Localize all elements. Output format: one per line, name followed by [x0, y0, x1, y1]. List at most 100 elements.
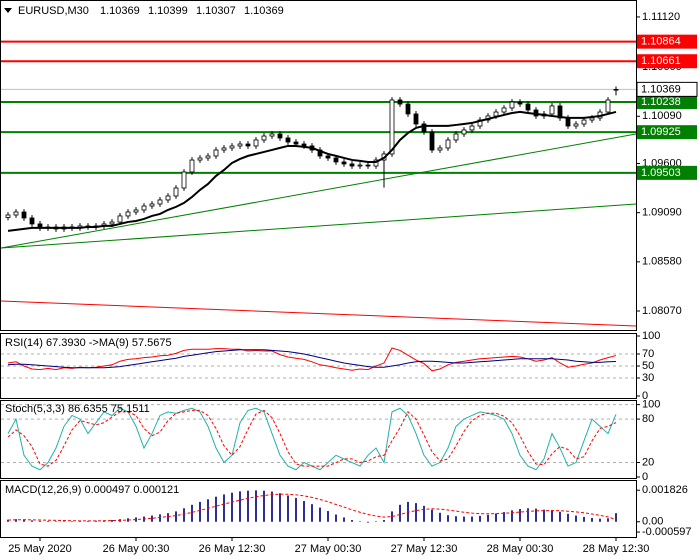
candle-body	[605, 99, 611, 113]
histogram-bar	[559, 511, 561, 522]
candle-body	[261, 135, 267, 141]
histogram-bar	[471, 516, 473, 522]
histogram-bar	[343, 517, 345, 522]
histogram-bar	[567, 513, 569, 522]
header-high: 1.10399	[148, 5, 188, 17]
candle-body	[589, 117, 595, 121]
trend-line	[0, 133, 637, 249]
histogram-bar	[495, 513, 497, 522]
signal-line	[7, 493, 617, 522]
symbol-title: EURUSD,M30	[18, 5, 89, 17]
candle-body	[349, 163, 355, 167]
histogram-bar	[535, 508, 537, 522]
histogram-bar	[415, 503, 417, 522]
histogram-bar	[279, 493, 281, 522]
candle-body	[557, 105, 563, 119]
candle-body	[141, 205, 147, 211]
histogram-bar	[231, 492, 233, 522]
y-tick-label: 0.00	[642, 516, 663, 528]
histogram-bar	[503, 512, 505, 522]
level-label: 1.10238	[641, 96, 681, 108]
candle-body	[445, 139, 451, 149]
histogram-bar	[287, 495, 289, 522]
candle-body	[109, 221, 115, 225]
histogram-bar	[271, 491, 273, 522]
dropdown-icon[interactable]	[4, 8, 12, 13]
candle-body	[509, 101, 515, 109]
candle-body	[237, 143, 243, 147]
candle-body	[245, 143, 251, 147]
histogram-bar	[295, 497, 297, 522]
histogram-bar	[183, 508, 185, 522]
histogram-bar	[319, 507, 321, 522]
y-tick-label: 1.08070	[642, 305, 682, 317]
y-tick-label: -0.000597	[642, 526, 692, 538]
y-tick-label: 70	[642, 348, 654, 360]
histogram-bar	[439, 512, 441, 522]
histogram-bar	[31, 520, 33, 522]
histogram-bar	[511, 510, 513, 522]
histogram-bar	[327, 511, 329, 522]
candle-body	[453, 133, 459, 141]
histogram-bar	[487, 514, 489, 522]
indicator-line	[7, 349, 617, 369]
histogram-bar	[367, 521, 369, 523]
y-tick-label: 0	[642, 390, 648, 402]
y-tick-label: 0	[642, 471, 648, 483]
histogram-bar	[135, 517, 137, 522]
histogram-bar	[111, 520, 113, 522]
histogram-bar	[79, 521, 81, 522]
main-panel	[0, 0, 637, 331]
histogram-bar	[463, 516, 465, 522]
histogram-bar	[255, 490, 257, 522]
histogram-bar	[575, 515, 577, 522]
histogram-bar	[95, 520, 97, 522]
histogram-bar	[199, 501, 201, 522]
level-label: 1.09503	[641, 167, 681, 179]
histogram-bar	[247, 490, 249, 522]
candle-body	[277, 133, 283, 139]
histogram-bar	[215, 496, 217, 522]
histogram-bar	[423, 505, 425, 522]
indicator-line	[7, 409, 617, 467]
histogram-bar	[39, 520, 41, 522]
candle-body	[125, 211, 131, 217]
x-tick-label: 26 May 12:30	[199, 543, 266, 555]
header-close: 1.10369	[244, 5, 284, 17]
candle-body	[437, 147, 443, 151]
candle-body	[565, 117, 571, 127]
candle-body	[221, 147, 227, 151]
header-low: 1.10307	[196, 5, 236, 17]
histogram-bar	[55, 521, 57, 522]
candle-body	[189, 159, 195, 173]
histogram-bar	[519, 508, 521, 522]
candle-body	[181, 171, 187, 189]
candle-body	[29, 217, 35, 225]
histogram-bar	[455, 516, 457, 522]
candle-body	[157, 199, 163, 205]
y-tick-label: 0.001826	[642, 484, 688, 496]
histogram-bar	[151, 515, 153, 522]
histogram-bar	[607, 518, 609, 522]
level-label-box	[637, 125, 697, 140]
candle-body	[341, 161, 347, 165]
histogram-bar	[239, 491, 241, 522]
candle-body	[117, 215, 123, 223]
candle-body	[205, 155, 211, 159]
histogram-bar	[47, 521, 49, 522]
candle-body	[213, 149, 219, 157]
histogram-bar	[599, 518, 601, 522]
candle-body	[525, 103, 531, 111]
histogram-bar	[375, 521, 377, 522]
histogram-bar	[591, 517, 593, 522]
candle-body	[581, 119, 587, 125]
candle-body	[397, 99, 403, 105]
candle-body	[501, 107, 507, 113]
histogram-bar	[71, 521, 73, 522]
candle-body	[173, 187, 179, 197]
macd-panel	[0, 480, 637, 538]
candle-body	[365, 164, 371, 167]
candle-body	[405, 103, 411, 115]
candle-body	[229, 145, 235, 149]
